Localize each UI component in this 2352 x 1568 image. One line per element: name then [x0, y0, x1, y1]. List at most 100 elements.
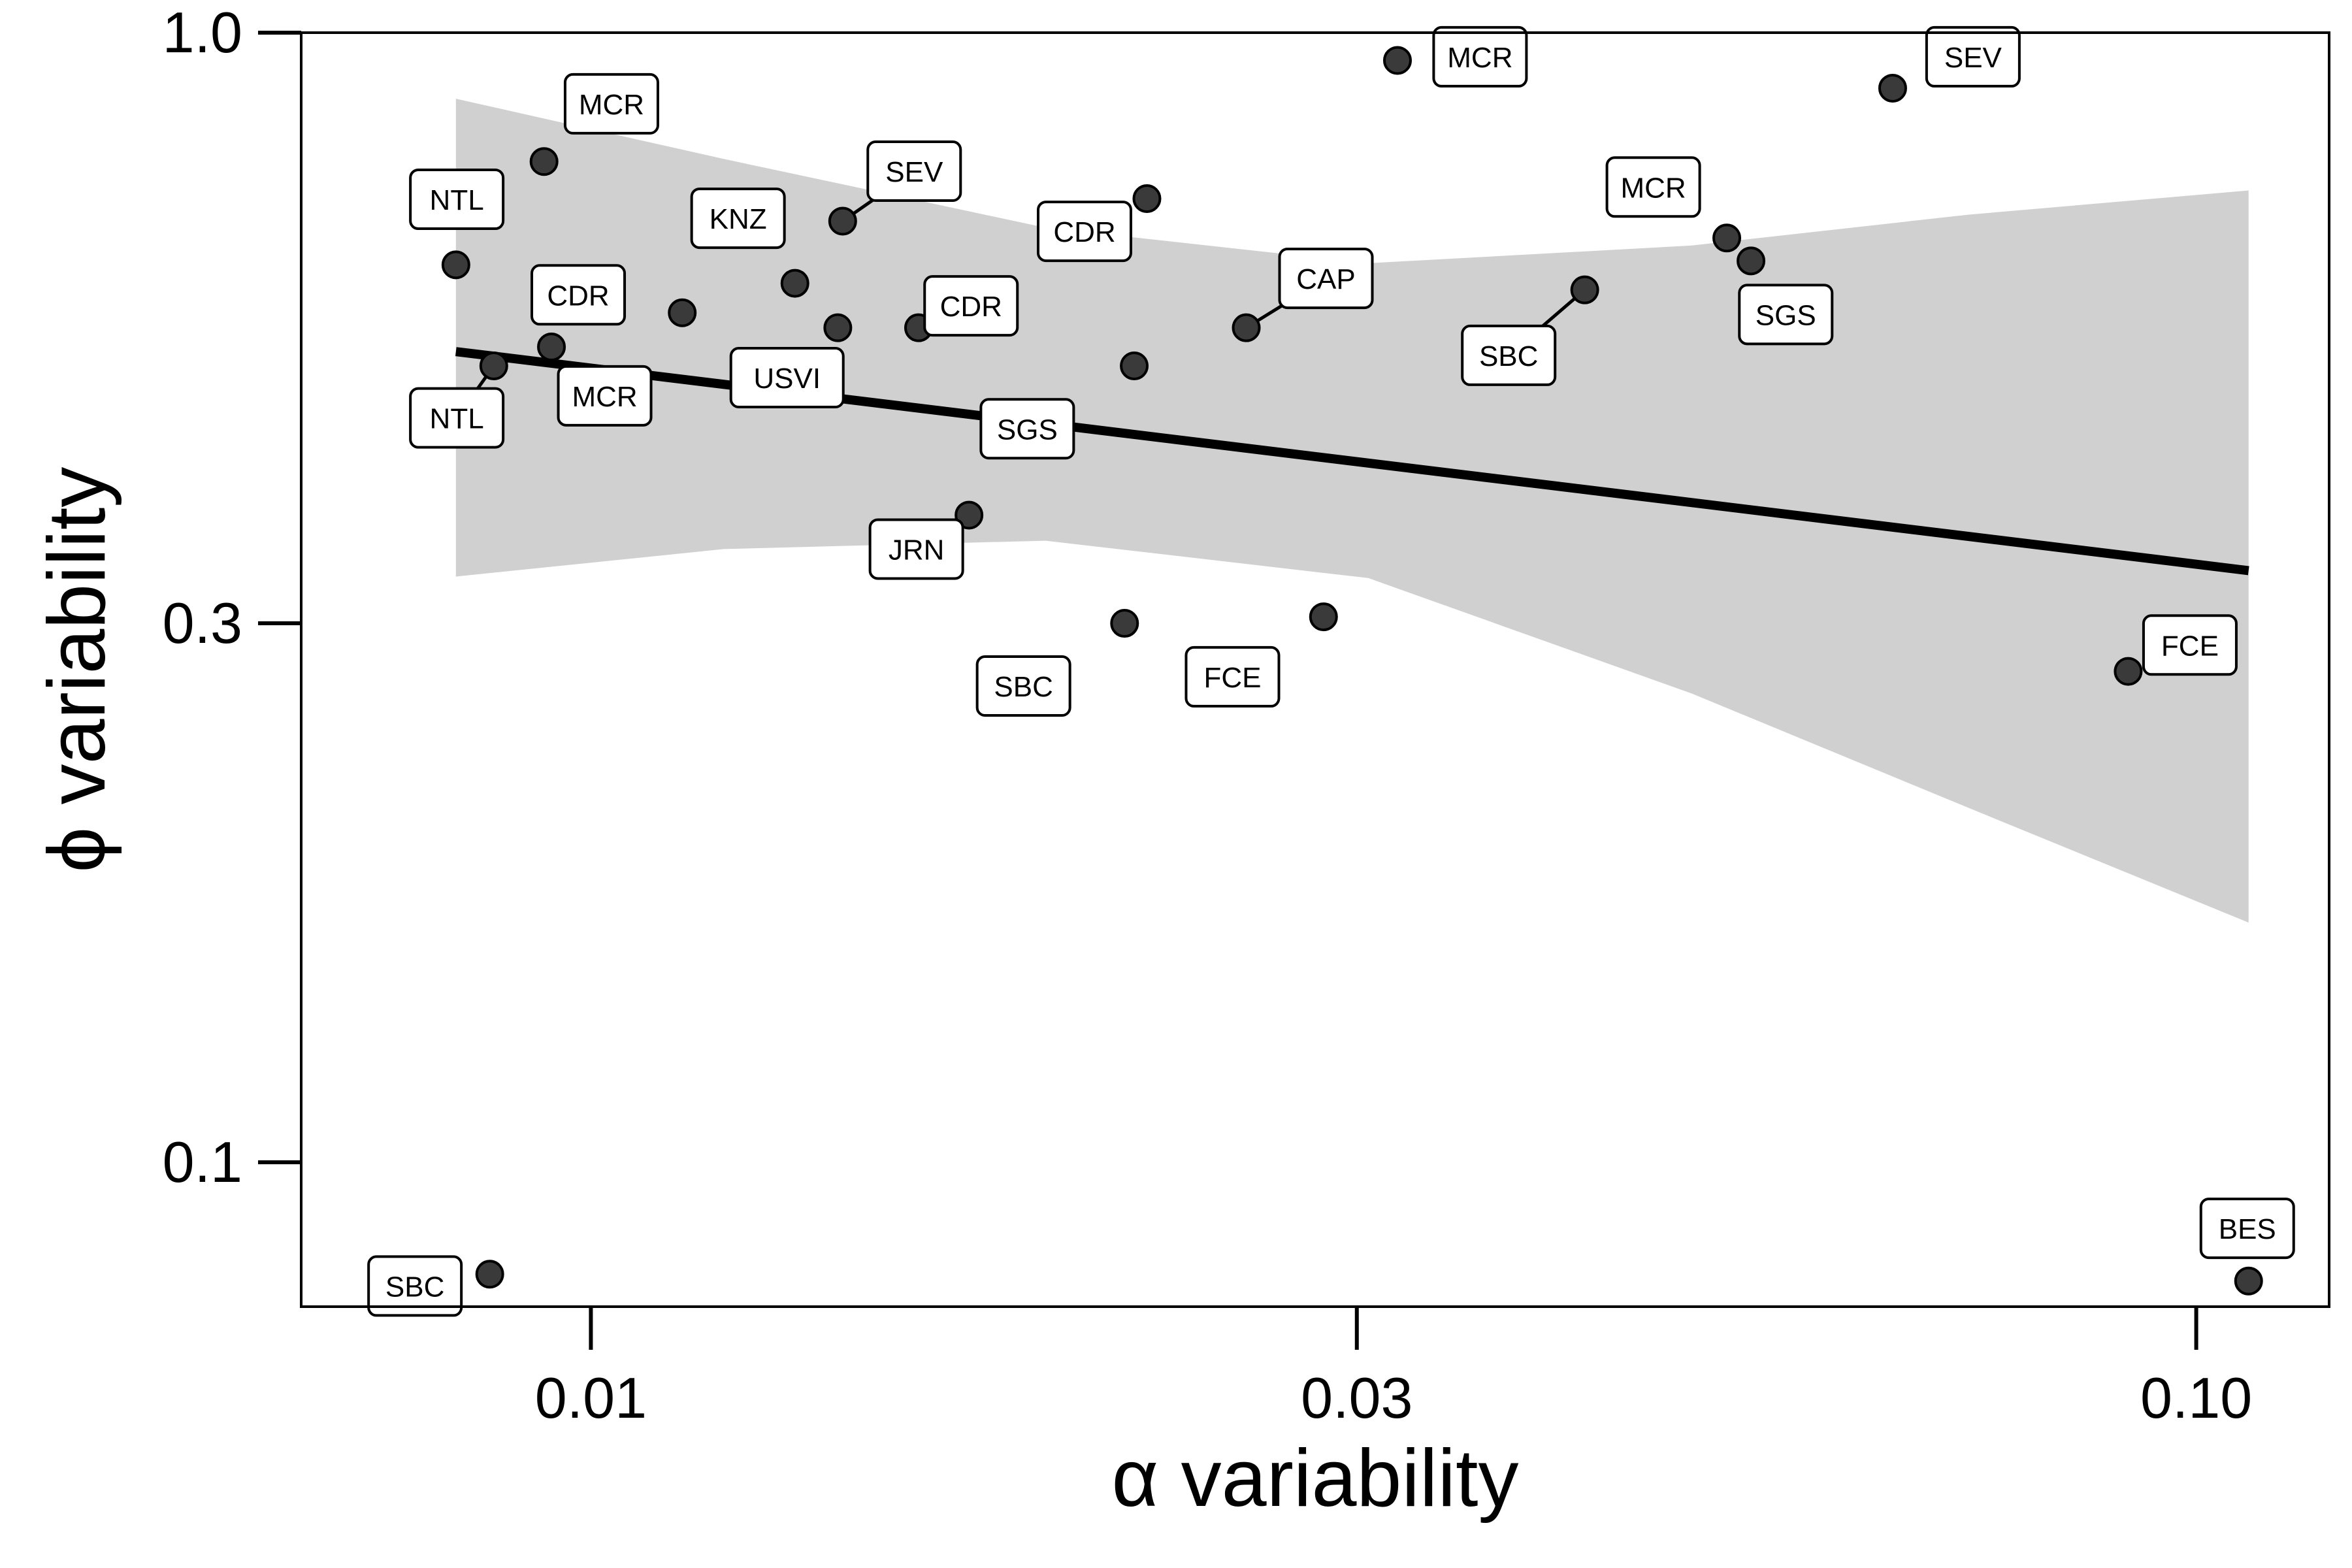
point-label-box — [367, 1255, 463, 1317]
point-label-box — [1432, 25, 1528, 88]
data-point — [1120, 351, 1149, 381]
point-label-box — [2142, 614, 2238, 676]
point-label: CAP — [1278, 248, 1374, 310]
point-label-text: JRN — [889, 534, 945, 566]
point-label: FCE — [2142, 614, 2238, 676]
data-point — [668, 298, 697, 327]
data-point — [1110, 609, 1139, 638]
point-label-box — [409, 169, 505, 231]
point-label: SBC — [1461, 324, 1557, 386]
data-point — [529, 147, 559, 176]
data-point — [955, 500, 984, 530]
point-label-box — [1738, 284, 1834, 346]
y-axis-title: ϕ variability — [32, 467, 122, 873]
data-point — [828, 206, 857, 236]
point-label-text: USVI — [753, 363, 821, 395]
point-label: BES — [2199, 1198, 2295, 1260]
point-label-text: NTL — [430, 184, 484, 216]
point-label-box — [1036, 201, 1132, 263]
point-label-box — [1605, 156, 1701, 218]
point-label-text: SGS — [997, 414, 1058, 446]
y-tick-label: 0.1 — [163, 1130, 242, 1194]
data-point — [1232, 313, 1261, 342]
point-label-text: KNZ — [710, 203, 767, 235]
point-label: CDR — [531, 264, 627, 326]
point-label-text: CDR — [1053, 216, 1115, 248]
point-label: NTL — [409, 387, 505, 449]
data-point — [1382, 46, 1412, 75]
point-label-box — [1184, 645, 1281, 708]
point-layer — [441, 46, 2263, 1296]
point-label: SGS — [1738, 284, 1834, 346]
point-label-box — [531, 264, 627, 326]
data-point — [479, 351, 508, 381]
point-label-text: CAP — [1296, 263, 1355, 295]
data-point — [537, 332, 566, 361]
point-label: SBC — [975, 655, 1071, 717]
point-label: NTL — [409, 169, 505, 231]
point-label: SBC — [367, 1255, 463, 1317]
point-label-box — [923, 275, 1019, 337]
point-label-box — [409, 387, 505, 449]
data-point — [1737, 246, 1766, 276]
point-label: MCR — [563, 73, 659, 135]
data-point — [1309, 602, 1338, 632]
point-label-box — [729, 347, 845, 409]
point-label-text: CDR — [940, 291, 1002, 323]
point-label-text: MCR — [1447, 42, 1512, 74]
point-label: USVI — [729, 347, 845, 409]
point-label-text: SBC — [994, 671, 1053, 703]
point-label-text: CDR — [547, 280, 609, 312]
point-label: SEV — [1925, 25, 2021, 88]
point-label: MCR — [557, 365, 653, 427]
point-label-box — [1278, 248, 1374, 310]
data-point — [1132, 184, 1162, 214]
point-label-text: MCR — [579, 89, 644, 121]
point-label-text: SEV — [885, 156, 943, 188]
point-label-box — [690, 188, 786, 250]
x-axis-title: α variability — [1112, 1433, 1519, 1524]
point-label-text: NTL — [430, 403, 484, 435]
point-label: SEV — [866, 140, 962, 203]
y-axis: 0.1 0.3 1.0 — [163, 0, 301, 1194]
point-label-text: FCE — [1203, 662, 1261, 694]
point-label-box — [1925, 25, 2021, 88]
point-label-box — [979, 398, 1075, 460]
data-point — [1878, 73, 1907, 103]
point-label-text: MCR — [572, 381, 637, 413]
point-label-text: SEV — [1944, 42, 2002, 74]
point-label-text: SBC — [385, 1271, 444, 1303]
data-point — [2114, 657, 2143, 686]
point-label: FCE — [1184, 645, 1281, 708]
data-point — [2234, 1266, 2263, 1296]
point-label-box — [866, 140, 962, 203]
point-label-text: SBC — [1479, 340, 1538, 372]
x-tick-label: 0.03 — [1301, 1365, 1413, 1430]
data-point — [823, 313, 853, 342]
point-label-text: FCE — [2161, 630, 2219, 662]
point-label: MCR — [1605, 156, 1701, 218]
point-label: JRN — [868, 518, 964, 580]
data-point — [441, 250, 470, 280]
plot-frame — [300, 31, 2330, 1308]
point-label-box — [975, 655, 1071, 717]
point-label: MCR — [1432, 25, 1528, 88]
point-label-box — [557, 365, 653, 427]
data-point — [475, 1260, 504, 1289]
y-tick-label: 0.3 — [163, 591, 242, 655]
x-tick-label: 0.01 — [535, 1365, 647, 1430]
point-label: CDR — [923, 275, 1019, 337]
point-label-text: MCR — [1620, 172, 1686, 204]
x-axis: 0.01 0.03 0.10 — [535, 1307, 2252, 1430]
data-point — [1570, 275, 1599, 304]
point-label-box — [868, 518, 964, 580]
point-label: KNZ — [690, 188, 786, 250]
point-label-box — [1461, 324, 1557, 386]
point-label-layer: NTL NTL MCR CDR MCR KNZ SEV USVI CDR JRN SGS CDR SBC… — [367, 25, 2295, 1317]
x-tick-label: 0.10 — [2140, 1365, 2252, 1430]
point-label: SGS — [979, 398, 1075, 460]
data-point — [1712, 223, 1742, 253]
y-tick-label: 1.0 — [163, 0, 242, 65]
point-label-text: BES — [2219, 1213, 2276, 1245]
